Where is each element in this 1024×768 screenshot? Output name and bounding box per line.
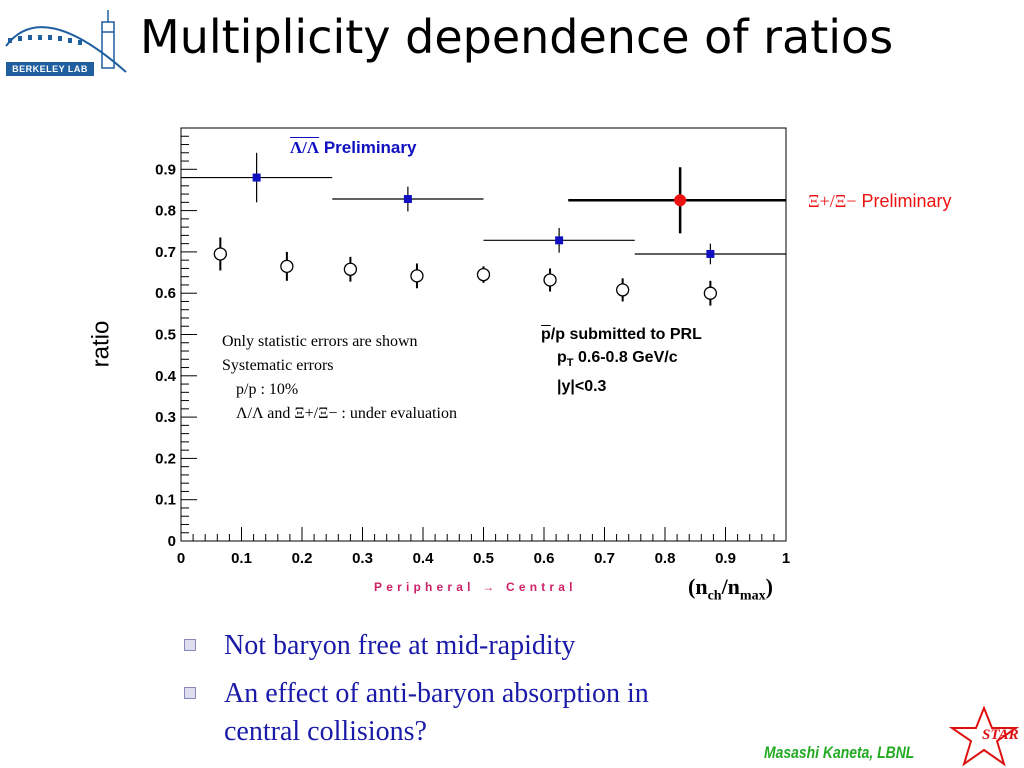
chart-marks [181,152,786,306]
page-title: Multiplicity dependence of ratios [140,10,894,64]
y-tick-label: 0.9 [155,161,176,178]
xlabel-open: (n [688,574,708,599]
prl-line-3: |y|<0.3 [557,378,607,396]
xi-series-label: Ξ+/Ξ− Preliminary [808,191,952,212]
prl-pt-range: 0.6-0.8 GeV/c [577,349,678,366]
bullet-square-icon [184,638,196,651]
prl-line-1-rest: /p submitted to PRL [550,326,702,343]
bullet-square-icon [184,686,196,699]
x-tick-label: 0.6 [534,550,555,567]
prl-line-2: pT 0.6-0.8 GeV/c [541,346,702,375]
note-line-3: p/p : 10% [236,381,299,398]
y-tick-label: 0.5 [155,327,176,344]
lambda-ratio-symbol: Λ/Λ [290,138,320,157]
data-point-open-circle [476,267,491,282]
y-tick-label: 0.8 [155,203,176,220]
bullet-item: An effect of anti-baryon absorption in [184,678,649,710]
x-tick-label: 0.5 [473,550,494,567]
xi-preliminary: Preliminary [861,191,952,211]
data-point-open-circle [543,273,557,287]
data-point-open-circle [703,286,718,300]
x-tick-label: 0 [177,550,185,567]
x-tick-label: 0.3 [352,550,373,567]
chart-axes: 0 0.1 0.2 0.3 0.4 0.5 0.6 0.7 0.8 0.9 0 0.1 0.2 0.3 0.… [155,127,790,567]
x-tick-label: 0.2 [292,550,313,567]
data-point-open-circle [343,262,358,276]
note-line-2: Systematic errors [222,357,334,374]
prl-line-1: p/p submitted to PRL [541,323,702,346]
prl-pt: p [557,349,567,366]
prl-pt-sub: T [566,357,574,370]
peripheral-central-label: Peripheral → Central [374,580,577,594]
note-rest: : under evaluation [341,405,457,422]
x-tick-label: 0.8 [655,550,676,567]
prl-note: p/p submitted to PRL pT 0.6-0.8 GeV/c |y… [541,323,702,398]
star-logo: STAR [948,706,1020,767]
note-lambda: Λ/Λ [236,405,264,422]
y-tick-label: 0.3 [155,409,176,426]
systematic-errors-note: Only statistic errors are shown Systemat… [222,330,457,426]
xlabel-close: ) [765,574,773,599]
data-point-open-circle [213,247,227,261]
y-tick-label: 0.6 [155,285,176,302]
berkeley-lab-logo [5,10,127,73]
y-tick-label: 0.4 [155,368,177,385]
y-tick-label: 0.2 [155,450,176,467]
x-axis-label: (nch/nmax) [688,574,773,604]
note-xi: Ξ+/Ξ− [294,405,338,422]
x-tick-label: 1 [782,550,790,567]
data-point-open-circle [616,283,630,297]
data-point-filled-circle [674,194,687,207]
data-point-square [555,236,564,245]
prl-pbar: p [541,326,551,343]
data-point-square [252,173,261,182]
bullet-item: Not baryon free at mid-rapidity [184,630,575,662]
y-tick-label: 0 [168,533,176,550]
lambda-preliminary: Preliminary [323,138,417,157]
note-line-1: Only statistic errors are shown [222,333,418,350]
y-tick-label: 0.1 [155,492,176,509]
bullet-text: An effect of anti-baryon absorption in [224,678,649,709]
y-tick-label: 0.7 [155,244,176,261]
bullet-text: Not baryon free at mid-rapidity [224,630,576,661]
star-logo-text: STAR [982,727,1019,743]
xlabel-sub-ch: ch [707,588,722,604]
data-point-open-circle [280,259,294,274]
data-point-open-circle [410,269,424,283]
bullet-text-continued: central collisions? [224,716,427,747]
note-and: and [267,405,291,422]
data-point-square [706,249,715,258]
xlabel-mid: /n [721,574,740,599]
xi-ratio-symbol: Ξ+/Ξ− [808,191,857,211]
note-line-4: Λ/Λ and Ξ+/Ξ− : under evaluation [222,402,457,426]
y-axis-label: ratio [87,320,115,368]
x-tick-label: 0.4 [413,550,435,567]
x-tick-label: 0.9 [715,550,736,567]
author-credit: Masashi Kaneta, LBNL [764,743,915,762]
xlabel-sub-max: max [739,588,766,604]
data-point-square [403,195,412,204]
x-tick-label: 0.7 [594,550,615,567]
x-tick-label: 0.1 [231,550,252,567]
lambda-series-label: Λ/Λ Preliminary [290,138,416,158]
logo-text: BERKELEY LAB [6,62,94,76]
